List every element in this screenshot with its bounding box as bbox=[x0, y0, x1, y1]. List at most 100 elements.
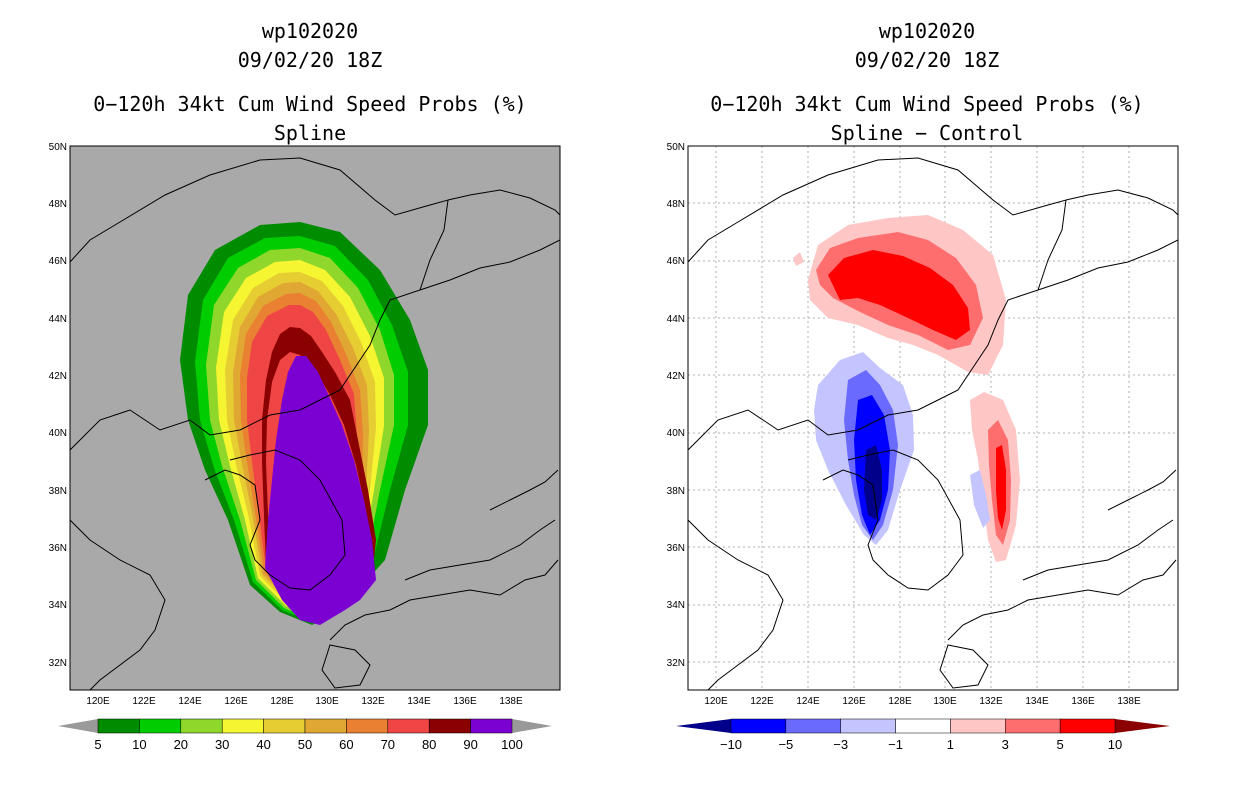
colorbar-label: 10 bbox=[132, 737, 146, 752]
diff-positive-5 bbox=[828, 250, 970, 340]
colorbar-label: 90 bbox=[463, 737, 477, 752]
lon-label: 136E bbox=[453, 696, 477, 707]
colorbar-label: 50 bbox=[298, 737, 312, 752]
colorbar-swatch bbox=[950, 718, 1006, 734]
lat-label: 46N bbox=[667, 256, 685, 267]
lon-label: 120E bbox=[86, 696, 110, 707]
left-coastlines bbox=[70, 157, 560, 690]
right-lat-labels: 50N 48N 46N 44N 42N 40N 38N 36N 34N 32N bbox=[667, 142, 685, 669]
lat-label: 48N bbox=[667, 199, 685, 210]
lat-label: 38N bbox=[49, 486, 67, 497]
lat-label: 34N bbox=[667, 600, 685, 611]
lon-label: 126E bbox=[224, 696, 248, 707]
lat-label: 44N bbox=[49, 314, 67, 325]
colorbar-swatch bbox=[139, 718, 182, 734]
left-lat-labels: 50N 48N 46N 44N 42N 40N 38N 36N 34N 32N bbox=[49, 142, 67, 669]
left-title-method: Spline bbox=[273, 121, 347, 145]
lon-label: 122E bbox=[132, 696, 156, 707]
lon-label: 122E bbox=[750, 696, 774, 707]
left-map: 50N 48N 46N 44N 42N 40N 38N 36N 34N 32N … bbox=[49, 142, 561, 752]
lon-label: 120E bbox=[704, 696, 728, 707]
colorbar-swatch bbox=[304, 718, 347, 734]
lon-label: 130E bbox=[933, 696, 957, 707]
colorbar-label: 70 bbox=[381, 737, 395, 752]
colorbar-swatch bbox=[1059, 718, 1116, 734]
colorbar-label: −10 bbox=[720, 737, 742, 752]
lat-label: 40N bbox=[667, 428, 685, 439]
lat-label: 50N bbox=[667, 142, 685, 153]
lon-label: 136E bbox=[1071, 696, 1095, 707]
lat-label: 36N bbox=[49, 543, 67, 554]
lon-label: 128E bbox=[888, 696, 912, 707]
lon-label: 132E bbox=[979, 696, 1003, 707]
colorbar-label: −1 bbox=[888, 737, 903, 752]
colorbar-label: 80 bbox=[422, 737, 436, 752]
right-colorbar: −10 −5 −3 −1 1 3 5 10 bbox=[676, 718, 1170, 752]
prob-contour-100 bbox=[265, 356, 376, 625]
lat-label: 50N bbox=[49, 142, 67, 153]
colorbar-label: −5 bbox=[778, 737, 793, 752]
colorbar-swatch bbox=[428, 718, 471, 734]
colorbar-swatch bbox=[387, 718, 430, 734]
diff-negative-10 bbox=[864, 445, 882, 520]
left-title-date: 09/02/20 18Z bbox=[237, 48, 383, 72]
lon-label: 132E bbox=[361, 696, 385, 707]
lat-label: 38N bbox=[667, 486, 685, 497]
lon-label: 138E bbox=[1117, 696, 1141, 707]
right-lon-labels: 120E 122E 124E 126E 128E 130E 132E 134E … bbox=[704, 696, 1141, 707]
colorbar-label: 30 bbox=[215, 737, 229, 752]
lat-label: 34N bbox=[49, 600, 67, 611]
right-title-storm-id: wp102020 bbox=[878, 19, 976, 43]
left-colorbar: 5 10 20 30 40 50 60 70 80 90 100 bbox=[58, 718, 552, 752]
colorbar-swatch bbox=[785, 718, 841, 734]
colorbar-swatch bbox=[1005, 718, 1061, 734]
lat-label: 44N bbox=[667, 314, 685, 325]
colorbar-swatch bbox=[97, 718, 140, 734]
colorbar-high-extend bbox=[1115, 719, 1170, 733]
right-coastlines bbox=[688, 157, 1178, 690]
colorbar-label: 1 bbox=[947, 737, 954, 752]
colorbar-swatch bbox=[895, 718, 951, 734]
colorbar-label: 60 bbox=[339, 737, 353, 752]
colorbar-label: 3 bbox=[1002, 737, 1009, 752]
colorbar-swatch bbox=[346, 718, 389, 734]
lat-label: 48N bbox=[49, 199, 67, 210]
colorbar-swatch bbox=[470, 718, 513, 734]
right-title-date: 09/02/20 18Z bbox=[854, 48, 1000, 72]
lat-label: 36N bbox=[667, 543, 685, 554]
colorbar-label: 5 bbox=[1057, 737, 1064, 752]
left-title-product: 0−120h 34kt Cum Wind Speed Probs (%) bbox=[93, 92, 527, 116]
lon-label: 124E bbox=[796, 696, 820, 707]
lon-label: 128E bbox=[270, 696, 294, 707]
lat-label: 42N bbox=[49, 371, 67, 382]
lon-label: 124E bbox=[178, 696, 202, 707]
colorbar-swatch bbox=[221, 718, 264, 734]
lon-label: 134E bbox=[1025, 696, 1049, 707]
lon-label: 130E bbox=[315, 696, 339, 707]
lat-label: 46N bbox=[49, 256, 67, 267]
colorbar-label: 20 bbox=[174, 737, 188, 752]
colorbar-low-extend bbox=[676, 719, 731, 733]
colorbar-label: 5 bbox=[94, 737, 101, 752]
lat-label: 40N bbox=[49, 428, 67, 439]
colorbar-swatch bbox=[730, 718, 787, 734]
lon-label: 126E bbox=[842, 696, 866, 707]
diff-positive-east-5 bbox=[996, 445, 1006, 530]
right-title-method: Spline − Control bbox=[830, 121, 1024, 145]
colorbar-label: 10 bbox=[1108, 737, 1122, 752]
lon-label: 134E bbox=[407, 696, 431, 707]
colorbar-swatch bbox=[263, 718, 306, 734]
left-lon-labels: 120E 122E 124E 126E 128E 130E 132E 134E … bbox=[86, 696, 523, 707]
left-title-storm-id: wp102020 bbox=[261, 19, 359, 43]
lat-label: 32N bbox=[667, 658, 685, 669]
lon-label: 138E bbox=[499, 696, 523, 707]
colorbar-label: 40 bbox=[256, 737, 270, 752]
colorbar-label: 100 bbox=[501, 737, 523, 752]
colorbar-swatch bbox=[180, 718, 223, 734]
colorbar-high-extend bbox=[512, 719, 552, 733]
diff-positive-1b bbox=[793, 252, 804, 266]
right-map: 50N 48N 46N 44N 42N 40N 38N 36N 34N 32N … bbox=[667, 142, 1179, 752]
colorbar-low-extend bbox=[58, 719, 98, 733]
right-title-product: 0−120h 34kt Cum Wind Speed Probs (%) bbox=[710, 92, 1144, 116]
diff-negative-1b bbox=[970, 470, 990, 528]
